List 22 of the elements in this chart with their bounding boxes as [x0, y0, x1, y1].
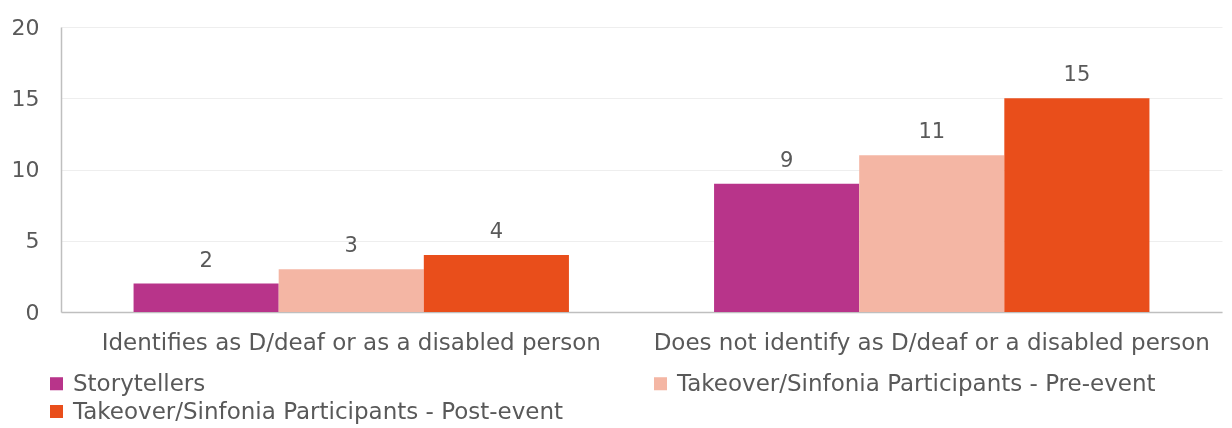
- bar: [859, 155, 1005, 312]
- y-tick-label: 5: [25, 228, 40, 254]
- bar: [1004, 98, 1150, 312]
- legend-label: Storytellers: [73, 369, 206, 396]
- bar: [133, 283, 279, 312]
- bar: [278, 269, 424, 312]
- x-tick-label: Does not identify as D/deaf or a disabled person: [653, 328, 1210, 355]
- bar: [423, 255, 569, 312]
- y-tick-label: 10: [11, 157, 40, 182]
- legend-label: Takeover/Sinfonia Participants - Pre-event: [676, 369, 1156, 396]
- data-label: 9: [779, 147, 794, 172]
- bar: [714, 183, 860, 312]
- data-label: 4: [489, 219, 504, 243]
- data-label: 3: [344, 233, 358, 258]
- legend-label: Takeover/Sinfonia Participants - Post-event: [72, 397, 564, 424]
- data-label: 11: [918, 119, 946, 144]
- y-tick-label: 0: [25, 299, 40, 325]
- x-tick-label: Identifies as D/deaf or as a disabled person: [101, 328, 601, 355]
- data-label: 15: [1063, 62, 1091, 87]
- data-label: 2: [199, 247, 213, 272]
- y-tick-label: 20: [11, 14, 40, 40]
- y-tick-label: 15: [11, 85, 40, 111]
